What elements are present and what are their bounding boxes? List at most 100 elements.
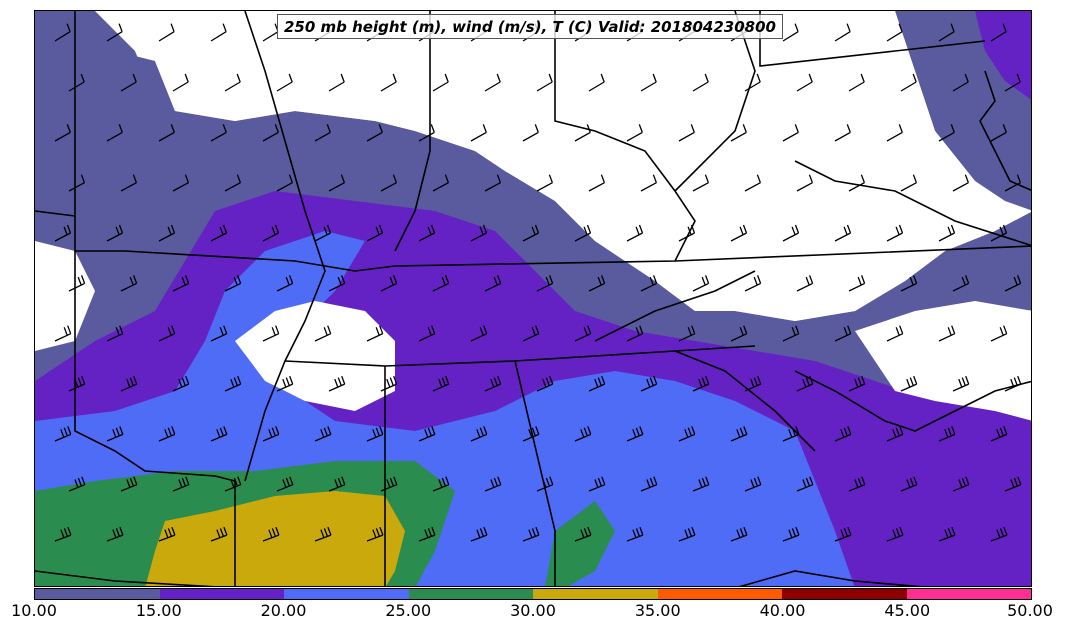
- wind-barb: [640, 375, 658, 392]
- wind-barb: [640, 275, 658, 292]
- wind-barb: [938, 426, 956, 442]
- wind-barb: [782, 526, 800, 542]
- wind-barb: [68, 476, 86, 492]
- wind-barb: [120, 476, 138, 492]
- wind-barb: [640, 73, 657, 92]
- wind-barb: [522, 325, 540, 342]
- boundary-line: [284, 345, 756, 367]
- boundary-line: [74, 11, 1031, 272]
- wind-barb: [262, 124, 279, 142]
- wind-barb: [262, 224, 280, 242]
- wind-barb: [678, 325, 696, 342]
- wind-barb: [172, 174, 190, 192]
- wind-barb: [952, 275, 970, 292]
- wind-barb: [588, 375, 606, 392]
- wind-barb: [158, 526, 176, 542]
- colorbar-segment: [533, 589, 658, 599]
- wind-barb: [366, 526, 384, 542]
- wind-barb: [262, 325, 280, 342]
- colorbar-tick-label: 10.00: [11, 601, 57, 620]
- wind-barb: [744, 476, 762, 492]
- wind-barb: [990, 23, 1007, 42]
- wind-barb: [328, 174, 346, 192]
- wind-barb: [158, 325, 176, 342]
- wind-barb: [938, 526, 956, 542]
- wind-barb: [484, 73, 501, 92]
- wind-barb: [54, 124, 71, 142]
- wind-barb: [484, 476, 502, 492]
- wind-barb: [68, 73, 85, 92]
- wind-barb: [536, 275, 554, 292]
- wind-barb: [834, 224, 852, 242]
- wind-barb: [834, 426, 852, 442]
- wind-barbs: [54, 23, 1022, 542]
- wind-barb: [796, 275, 814, 292]
- wind-barb: [314, 124, 331, 142]
- colorbar-tick-label: 20.00: [260, 601, 307, 620]
- wind-barb: [886, 426, 904, 442]
- wind-barb: [536, 174, 554, 192]
- wind-barb: [626, 124, 643, 142]
- boundary-line: [244, 11, 326, 482]
- wind-barb: [120, 73, 137, 92]
- wind-barb: [106, 426, 124, 442]
- wind-barb: [328, 73, 345, 92]
- wind-barb: [796, 73, 813, 92]
- wind-barb: [522, 526, 540, 542]
- fill-band-30-35: [145, 491, 405, 586]
- colorbar-segment: [35, 589, 160, 599]
- wind-barb: [210, 526, 228, 542]
- wind-barb: [314, 325, 332, 342]
- wind-barb: [744, 375, 762, 392]
- wind-barb: [640, 174, 658, 192]
- wind-barb: [432, 174, 450, 192]
- wind-barb: [730, 526, 748, 542]
- colorbar-segment: [657, 589, 782, 599]
- wind-barb: [834, 23, 851, 42]
- wind-barb: [276, 476, 294, 492]
- wind-barb: [120, 275, 138, 292]
- wind-barb: [158, 426, 176, 442]
- wind-barb: [224, 174, 242, 192]
- wind-barb: [418, 325, 436, 342]
- wind-barb: [418, 224, 436, 242]
- wind-barb: [106, 224, 124, 242]
- wind-barb: [834, 325, 852, 342]
- colorbar-segment: [906, 589, 1031, 599]
- wind-barb: [588, 476, 606, 492]
- wind-barb: [276, 73, 293, 92]
- wind-barb: [678, 526, 696, 542]
- wind-barb: [678, 426, 696, 442]
- wind-barb: [744, 174, 762, 192]
- wind-barb: [730, 224, 748, 242]
- wind-barb: [1004, 174, 1022, 192]
- wind-barb: [848, 375, 866, 392]
- wind-barb: [848, 476, 866, 492]
- wind-barb: [536, 476, 554, 492]
- wind-barb: [588, 73, 605, 92]
- wind-barb: [418, 526, 436, 542]
- wind-barb: [68, 275, 86, 292]
- boundary-line: [794, 370, 1031, 432]
- wind-barb: [172, 375, 190, 392]
- title-box: 250 mb height (m), wind (m/s), T (C) Val…: [277, 14, 783, 39]
- wind-barb: [120, 375, 138, 392]
- wind-barb: [470, 426, 488, 442]
- wind-barb: [744, 275, 762, 292]
- colorbar-tick-label: 50.00: [1007, 601, 1053, 620]
- wind-barb: [886, 224, 904, 242]
- wind-barb: [952, 476, 970, 492]
- colorbar: [34, 588, 1032, 600]
- wind-barb: [380, 174, 398, 192]
- wind-barb: [314, 426, 332, 442]
- wind-barb: [796, 375, 814, 392]
- wind-barb: [380, 375, 398, 392]
- wind-barb: [1004, 476, 1022, 492]
- wind-barb: [470, 526, 488, 542]
- state-boundaries: [35, 11, 1031, 586]
- wind-barb: [782, 23, 799, 42]
- wind-barb: [626, 325, 644, 342]
- wind-barb: [366, 426, 384, 442]
- wind-barb: [172, 476, 190, 492]
- wind-barb: [224, 275, 242, 292]
